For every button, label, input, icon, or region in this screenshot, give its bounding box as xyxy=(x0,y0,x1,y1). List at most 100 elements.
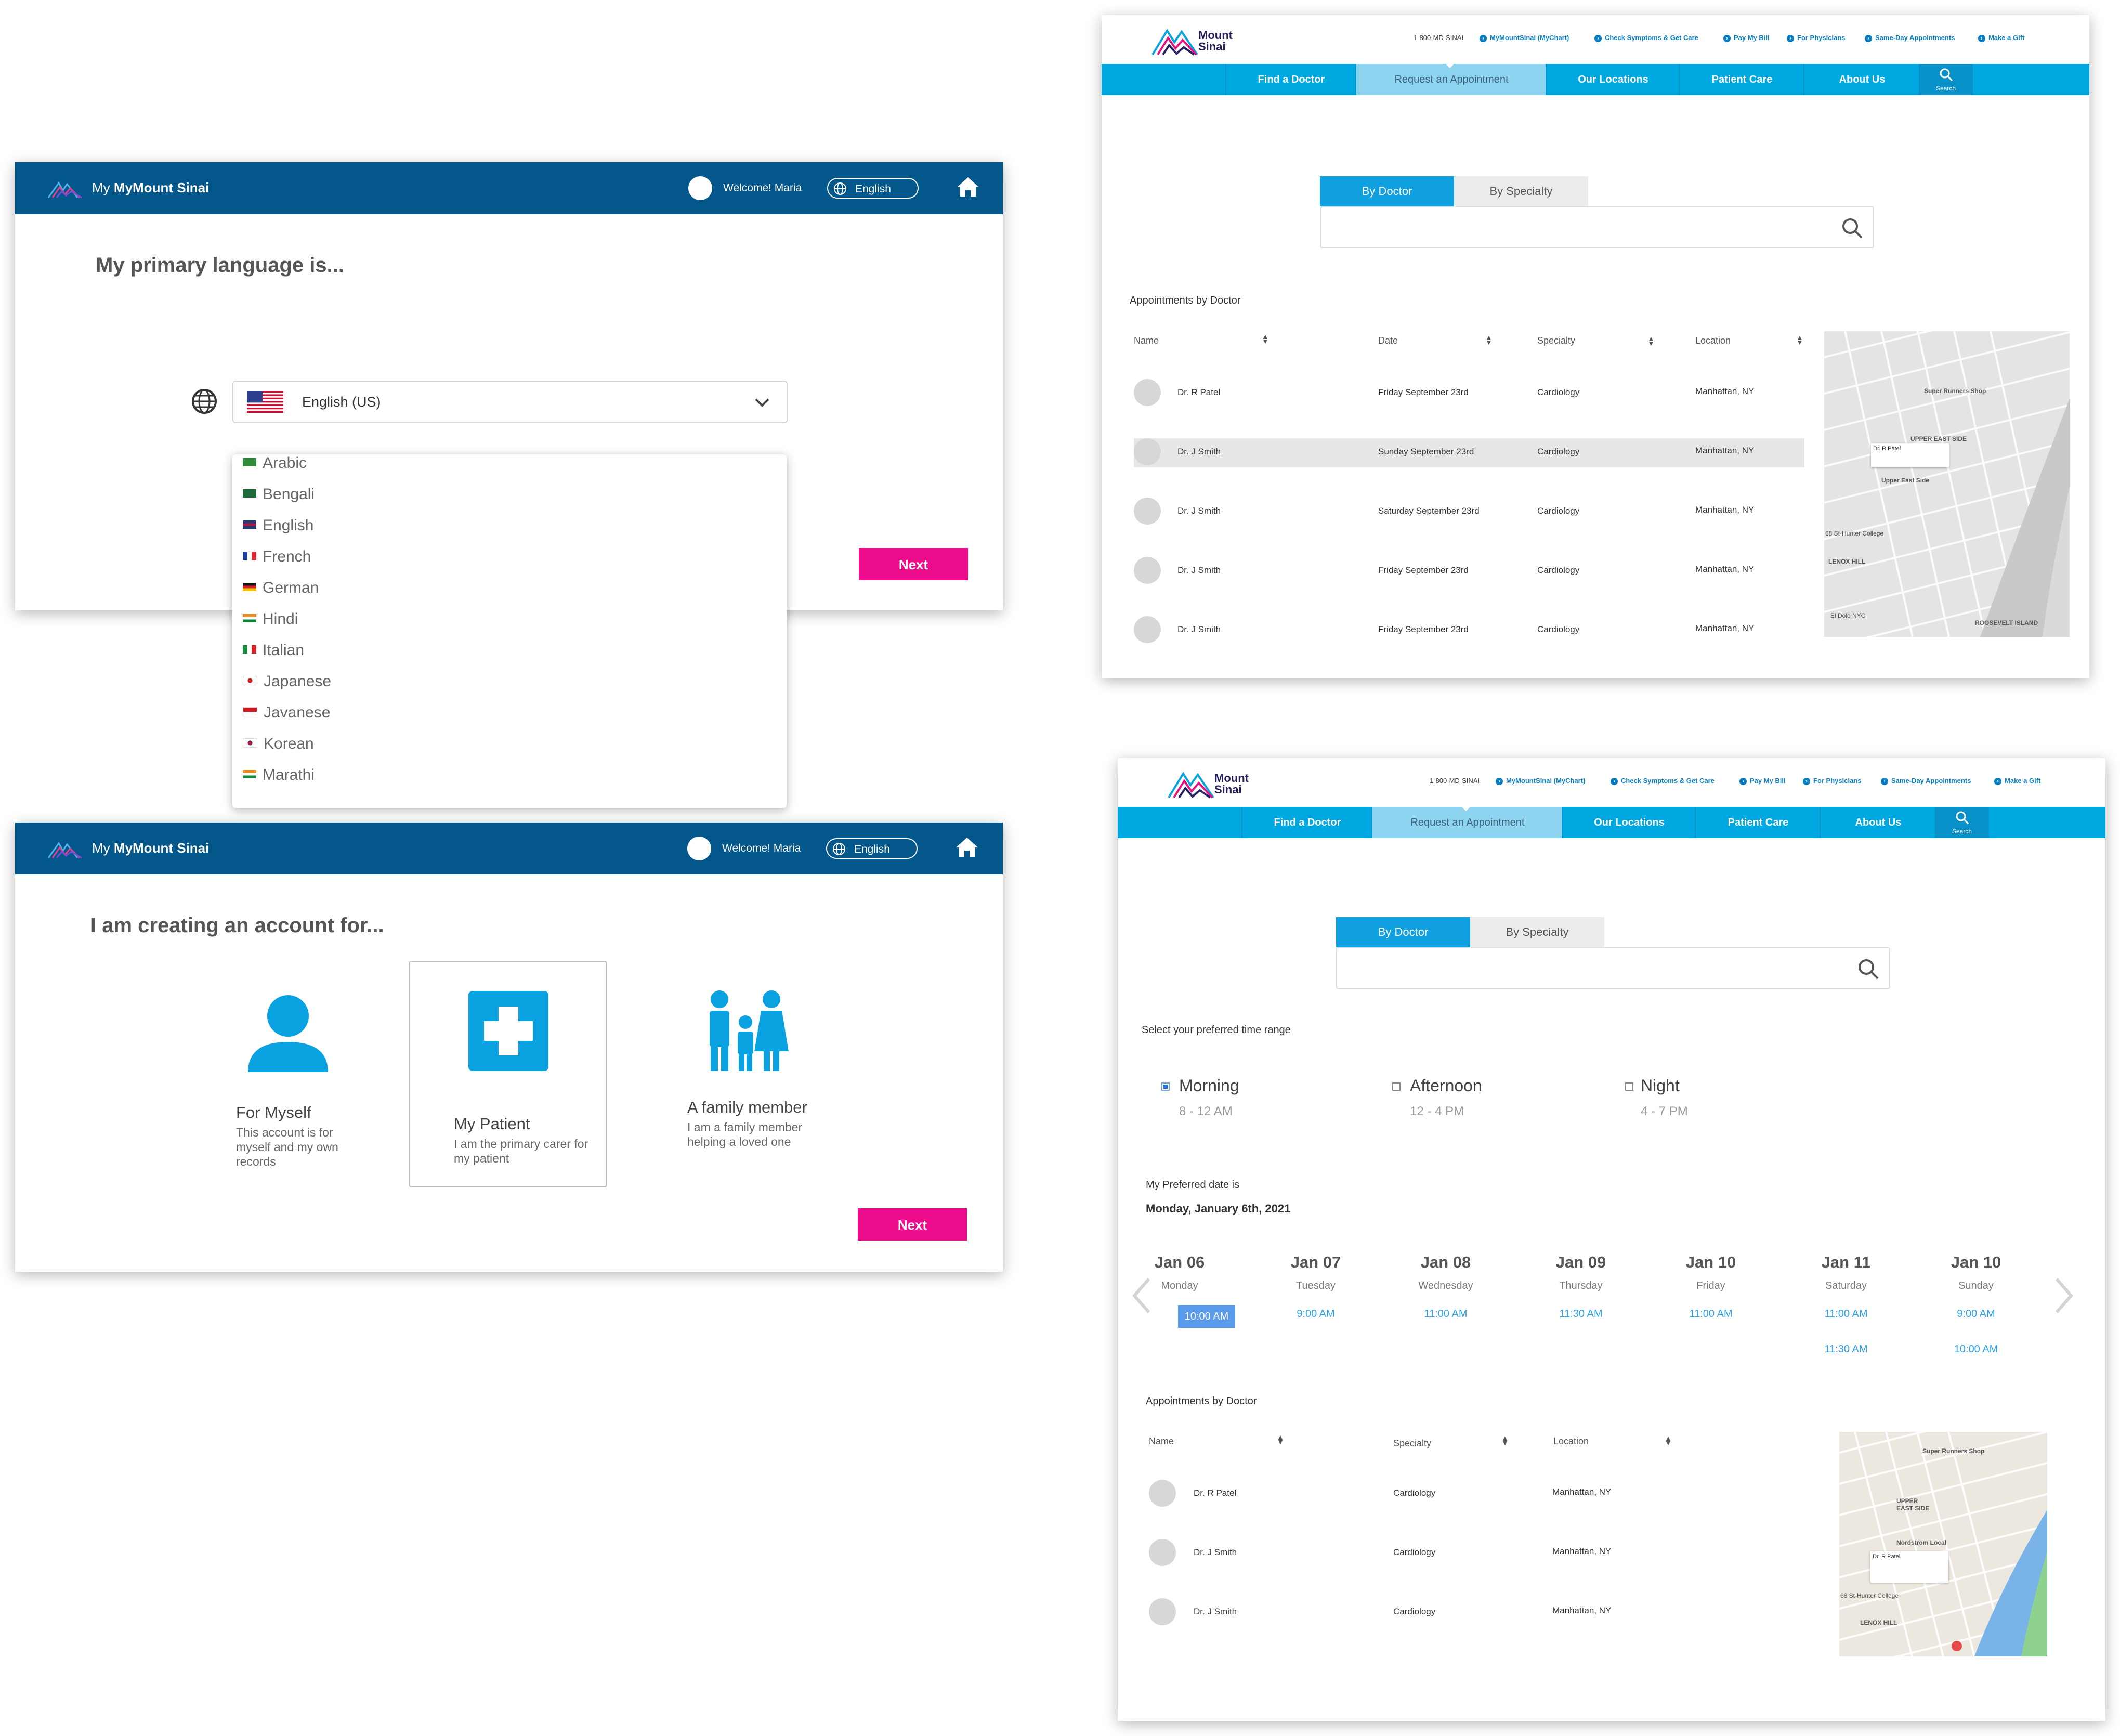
language-select[interactable]: English (US) xyxy=(232,381,788,423)
utility-link-physicians[interactable]: › For Physicians xyxy=(1803,777,1861,785)
sort-icon[interactable]: ▲ ▼ xyxy=(1277,1433,1284,1446)
time-slot-selected[interactable]: 10:00 AM xyxy=(1178,1305,1235,1328)
cell-specialty: Cardiology xyxy=(1393,1607,1436,1616)
utility-link-mychart[interactable]: › MyMountSinai (MyChart) xyxy=(1496,777,1585,785)
column-header-location[interactable]: Location xyxy=(1553,1436,1589,1446)
nav-find-doctor[interactable]: Find a Doctor xyxy=(1225,64,1356,95)
home-icon[interactable] xyxy=(955,836,979,858)
column-header-name[interactable]: Name xyxy=(1134,335,1159,346)
afternoon-checkbox[interactable] xyxy=(1392,1082,1401,1091)
time-slot[interactable]: 10:00 AM xyxy=(1954,1343,1998,1355)
utility-link-symptoms[interactable]: › Check Symptoms & Get Care xyxy=(1611,777,1715,785)
language-option[interactable]: Italian xyxy=(243,642,304,659)
cell-location: Manhattan, NY xyxy=(1695,505,1755,515)
time-slot[interactable]: 11:00 AM xyxy=(1424,1308,1468,1320)
utility-link-bill[interactable]: › Pay My Bill xyxy=(1723,34,1770,42)
next-button[interactable]: Next xyxy=(859,548,968,580)
language-option[interactable]: French xyxy=(243,548,311,566)
utility-link-mychart[interactable]: › MyMountSinai (MyChart) xyxy=(1480,34,1569,42)
column-header-name[interactable]: Name xyxy=(1149,1436,1174,1446)
section-title: Appointments by Doctor xyxy=(1146,1395,1257,1407)
language-option[interactable]: Korean xyxy=(243,735,314,753)
option-description: This account is for myself and my own re… xyxy=(236,1126,338,1168)
doctor-avatar-icon xyxy=(1134,498,1161,525)
map[interactable]: Super Runners Shop UPPER EAST SIDE Nords… xyxy=(1839,1432,2047,1656)
language-option[interactable]: Japanese xyxy=(243,673,331,690)
doctor-avatar-icon xyxy=(1149,1598,1176,1625)
cell-specialty: Cardiology xyxy=(1537,506,1580,516)
option-family-member[interactable]: A family member I am a family member hel… xyxy=(686,978,857,1197)
utility-phone[interactable]: 1-800-MD-SINAI xyxy=(1414,34,1464,42)
language-option[interactable]: Hindi xyxy=(243,610,298,628)
utility-link-same-day[interactable]: › Same-Day Appointments xyxy=(1881,777,1971,785)
option-my-patient[interactable]: My Patient I am the primary carer for my… xyxy=(409,961,607,1187)
tab-by-specialty[interactable]: By Specialty xyxy=(1470,917,1604,947)
morning-checkbox[interactable] xyxy=(1161,1082,1170,1091)
night-checkbox[interactable] xyxy=(1625,1082,1633,1091)
utility-link-physicians[interactable]: › For Physicians xyxy=(1787,34,1845,42)
sort-icon[interactable]: ▲ ▼ xyxy=(1262,332,1269,345)
map-popup[interactable]: Dr. R Patel xyxy=(1871,443,1949,467)
sort-icon[interactable]: ▲ ▼ xyxy=(1665,1434,1672,1447)
sort-icon[interactable]: ▲ ▼ xyxy=(1647,334,1655,347)
option-for-myself[interactable]: For Myself This account is for myself an… xyxy=(233,978,400,1228)
utility-phone[interactable]: 1-800-MD-SINAI xyxy=(1430,777,1480,785)
language-option[interactable]: English xyxy=(243,517,313,534)
nav-request-appointment[interactable]: Request an Appointment xyxy=(1355,64,1547,95)
nav-search-button[interactable]: Search xyxy=(1919,64,1973,95)
tab-by-doctor[interactable]: By Doctor xyxy=(1320,176,1454,206)
nav-about-us[interactable]: About Us xyxy=(1820,807,1936,838)
nav-search-button[interactable]: Search xyxy=(1935,807,1989,838)
sort-icon[interactable]: ▲ ▼ xyxy=(1501,1434,1509,1447)
column-header-location[interactable]: Location xyxy=(1695,335,1731,346)
chevron-right-icon[interactable] xyxy=(2053,1277,2074,1314)
language-button[interactable]: English xyxy=(826,838,918,859)
language-option[interactable]: Bengali xyxy=(243,486,315,503)
nav-patient-care[interactable]: Patient Care xyxy=(1679,64,1804,95)
language-button[interactable]: English xyxy=(827,178,919,199)
search-icon[interactable] xyxy=(1857,958,1880,981)
utility-link-symptoms[interactable]: › Check Symptoms & Get Care xyxy=(1594,34,1698,42)
search-icon[interactable] xyxy=(1841,217,1864,240)
home-icon[interactable] xyxy=(956,176,980,198)
nav-find-doctor[interactable]: Find a Doctor xyxy=(1241,807,1372,838)
doctor-search-input[interactable] xyxy=(1336,947,1890,989)
time-slot[interactable]: 11:30 AM xyxy=(1824,1343,1868,1355)
utility-link-gift[interactable]: › Make a Gift xyxy=(1994,777,2040,785)
nav-request-appointment[interactable]: Request an Appointment xyxy=(1371,807,1563,838)
time-slot[interactable]: 11:30 AM xyxy=(1559,1308,1603,1320)
language-option[interactable]: Marathi xyxy=(243,766,315,784)
tab-by-doctor[interactable]: By Doctor xyxy=(1336,917,1470,947)
site-logo-text: Mount Sinai xyxy=(1214,772,1249,796)
avatar[interactable] xyxy=(687,837,711,860)
column-header-specialty[interactable]: Specialty xyxy=(1537,335,1576,346)
utility-link-gift[interactable]: › Make a Gift xyxy=(1978,34,2024,42)
nav-our-locations[interactable]: Our Locations xyxy=(1562,807,1696,838)
map-popup[interactable]: Dr. R Patel xyxy=(1870,1551,1948,1583)
map[interactable]: Super Runners Shop Dr. R Patel UPPER EAS… xyxy=(1824,331,2070,637)
utility-link-same-day[interactable]: › Same-Day Appointments xyxy=(1865,34,1955,42)
chevron-left-icon[interactable] xyxy=(1131,1277,1152,1314)
sort-icon[interactable]: ▲ ▼ xyxy=(1485,333,1493,346)
column-header-specialty[interactable]: Specialty xyxy=(1393,1438,1432,1448)
appointments-screen: Mount Sinai 1-800-MD-SINAI › MyMountSinai … xyxy=(1102,15,2089,678)
nav-patient-care[interactable]: Patient Care xyxy=(1695,807,1821,838)
language-option[interactable]: Javanese xyxy=(243,704,330,722)
nav-our-locations[interactable]: Our Locations xyxy=(1546,64,1680,95)
doctor-avatar-icon xyxy=(1149,1480,1176,1507)
next-button[interactable]: Next xyxy=(858,1208,967,1241)
site-logo-text: Mount Sinai xyxy=(1198,29,1233,53)
utility-link-bill[interactable]: › Pay My Bill xyxy=(1739,777,1786,785)
time-slot[interactable]: 11:00 AM xyxy=(1689,1308,1733,1320)
nav-about-us[interactable]: About Us xyxy=(1803,64,1920,95)
language-option[interactable]: Arabic xyxy=(243,454,307,472)
doctor-search-input[interactable] xyxy=(1320,206,1874,248)
tab-by-specialty[interactable]: By Specialty xyxy=(1454,176,1588,206)
language-option[interactable]: German xyxy=(243,579,319,597)
sort-icon[interactable]: ▲ ▼ xyxy=(1796,333,1803,346)
time-slot[interactable]: 9:00 AM xyxy=(1297,1308,1335,1320)
time-slot[interactable]: 9:00 AM xyxy=(1957,1308,1995,1320)
time-slot[interactable]: 11:00 AM xyxy=(1824,1308,1868,1320)
column-header-date[interactable]: Date xyxy=(1378,335,1398,346)
avatar[interactable] xyxy=(688,176,712,200)
